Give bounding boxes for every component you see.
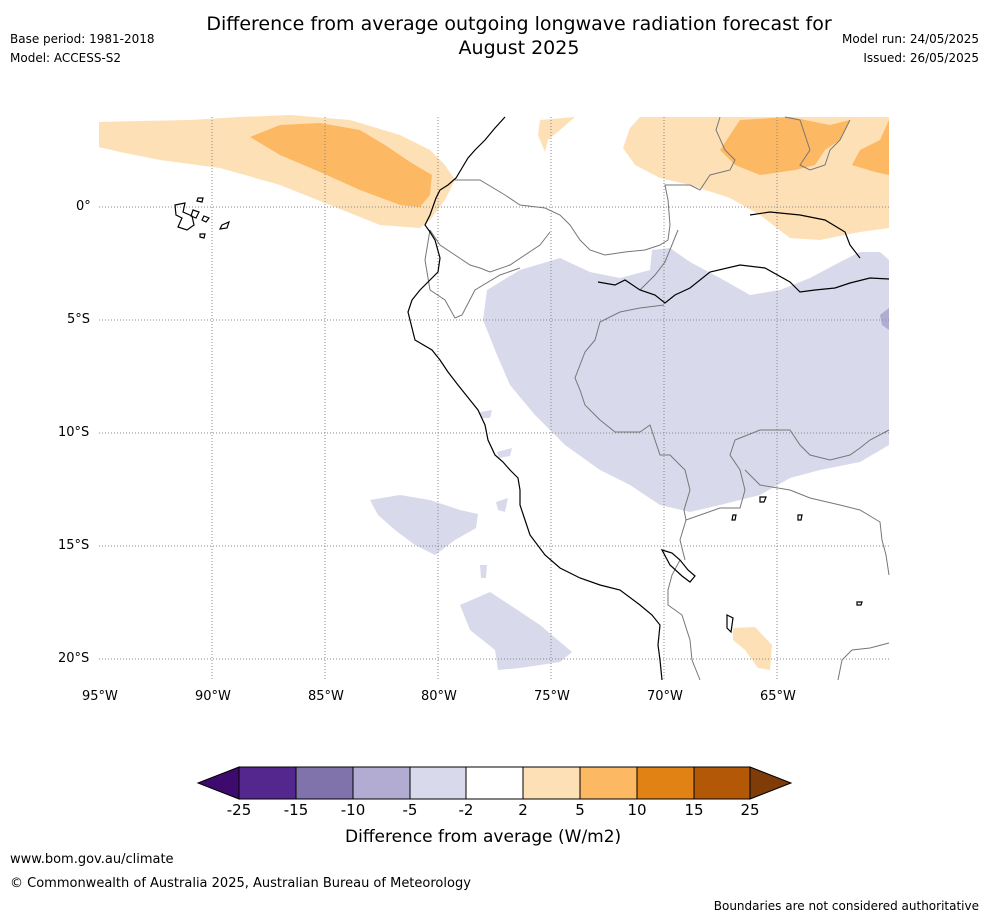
lat-label-0: 0° xyxy=(76,199,91,214)
lon-label-95w: 95°W xyxy=(82,689,118,704)
model-name: Model: ACCESS-S2 xyxy=(10,51,122,65)
colorbar-extend-max xyxy=(749,766,793,800)
anomaly-region-moderate-pacific xyxy=(250,123,432,207)
lon-label-90w: 90°W xyxy=(195,689,231,704)
anomaly-region-moderate-venezuela xyxy=(720,117,850,175)
colorbar-tick: 15 xyxy=(684,801,704,819)
footer-url: www.bom.gov.au/climate xyxy=(10,852,174,867)
anomaly-region-negative-ocean-2 xyxy=(460,592,572,670)
colorbar-tick: -25 xyxy=(226,801,252,819)
anomaly-region-negative-small-2 xyxy=(497,448,512,458)
footer-disclaimer: Boundaries are not considered authoritat… xyxy=(713,899,979,913)
anomaly-region-positive-north-coast xyxy=(538,117,575,152)
anomaly-region-negative-amazon xyxy=(483,248,889,512)
anomaly-fill-layer xyxy=(99,115,889,670)
anomaly-region-negative-small-4 xyxy=(480,565,487,578)
model-run: Model run: 24/05/2025 xyxy=(841,32,979,46)
colorbar-tick: 25 xyxy=(740,801,760,819)
lat-label-5s: 5°S xyxy=(67,312,91,327)
colorbar-tick: -10 xyxy=(340,801,366,819)
anomaly-region-negative-small-3 xyxy=(496,498,508,512)
lat-label-10s: 10°S xyxy=(58,425,90,440)
colorbar-tick: 5 xyxy=(575,801,585,819)
colorbar-tick: -2 xyxy=(458,801,474,819)
colorbar xyxy=(196,766,793,800)
colorbar-tick: 2 xyxy=(518,801,528,819)
chart-title-line1: Difference from average outgoing longwav… xyxy=(206,13,832,35)
anomaly-region-positive-bolivia xyxy=(733,627,772,670)
colorbar-title: Difference from average (W/m2) xyxy=(345,827,622,847)
lon-label-80w: 80°W xyxy=(421,689,457,704)
colorbar-tick: -15 xyxy=(283,801,309,819)
chart-title-line2: August 2025 xyxy=(458,37,580,59)
lat-label-20s: 20°S xyxy=(58,651,90,666)
coastline xyxy=(174,116,890,681)
anomaly-region-moderate-guyana xyxy=(852,120,889,175)
country-borders xyxy=(424,116,890,681)
footer-copyright: © Commonwealth of Australia 2025, Austra… xyxy=(10,876,471,891)
colorbar-extend-min xyxy=(196,766,240,800)
lon-label-75w: 75°W xyxy=(534,689,570,704)
issued-date: Issued: 26/05/2025 xyxy=(863,51,979,65)
lon-label-85w: 85°W xyxy=(308,689,344,704)
lat-label-15s: 15°S xyxy=(58,538,90,553)
lon-label-65w: 65°W xyxy=(760,689,796,704)
base-period: Base period: 1981-2018 xyxy=(10,32,155,46)
colorbar-tick: 10 xyxy=(627,801,647,819)
anomaly-region-negative-ocean-1 xyxy=(370,495,478,555)
colorbar-tick: -5 xyxy=(402,801,418,819)
anomaly-region-negative-small-1 xyxy=(480,410,492,418)
anomaly-region-strong-negative-east xyxy=(880,308,889,330)
lon-label-70w: 70°W xyxy=(647,689,683,704)
